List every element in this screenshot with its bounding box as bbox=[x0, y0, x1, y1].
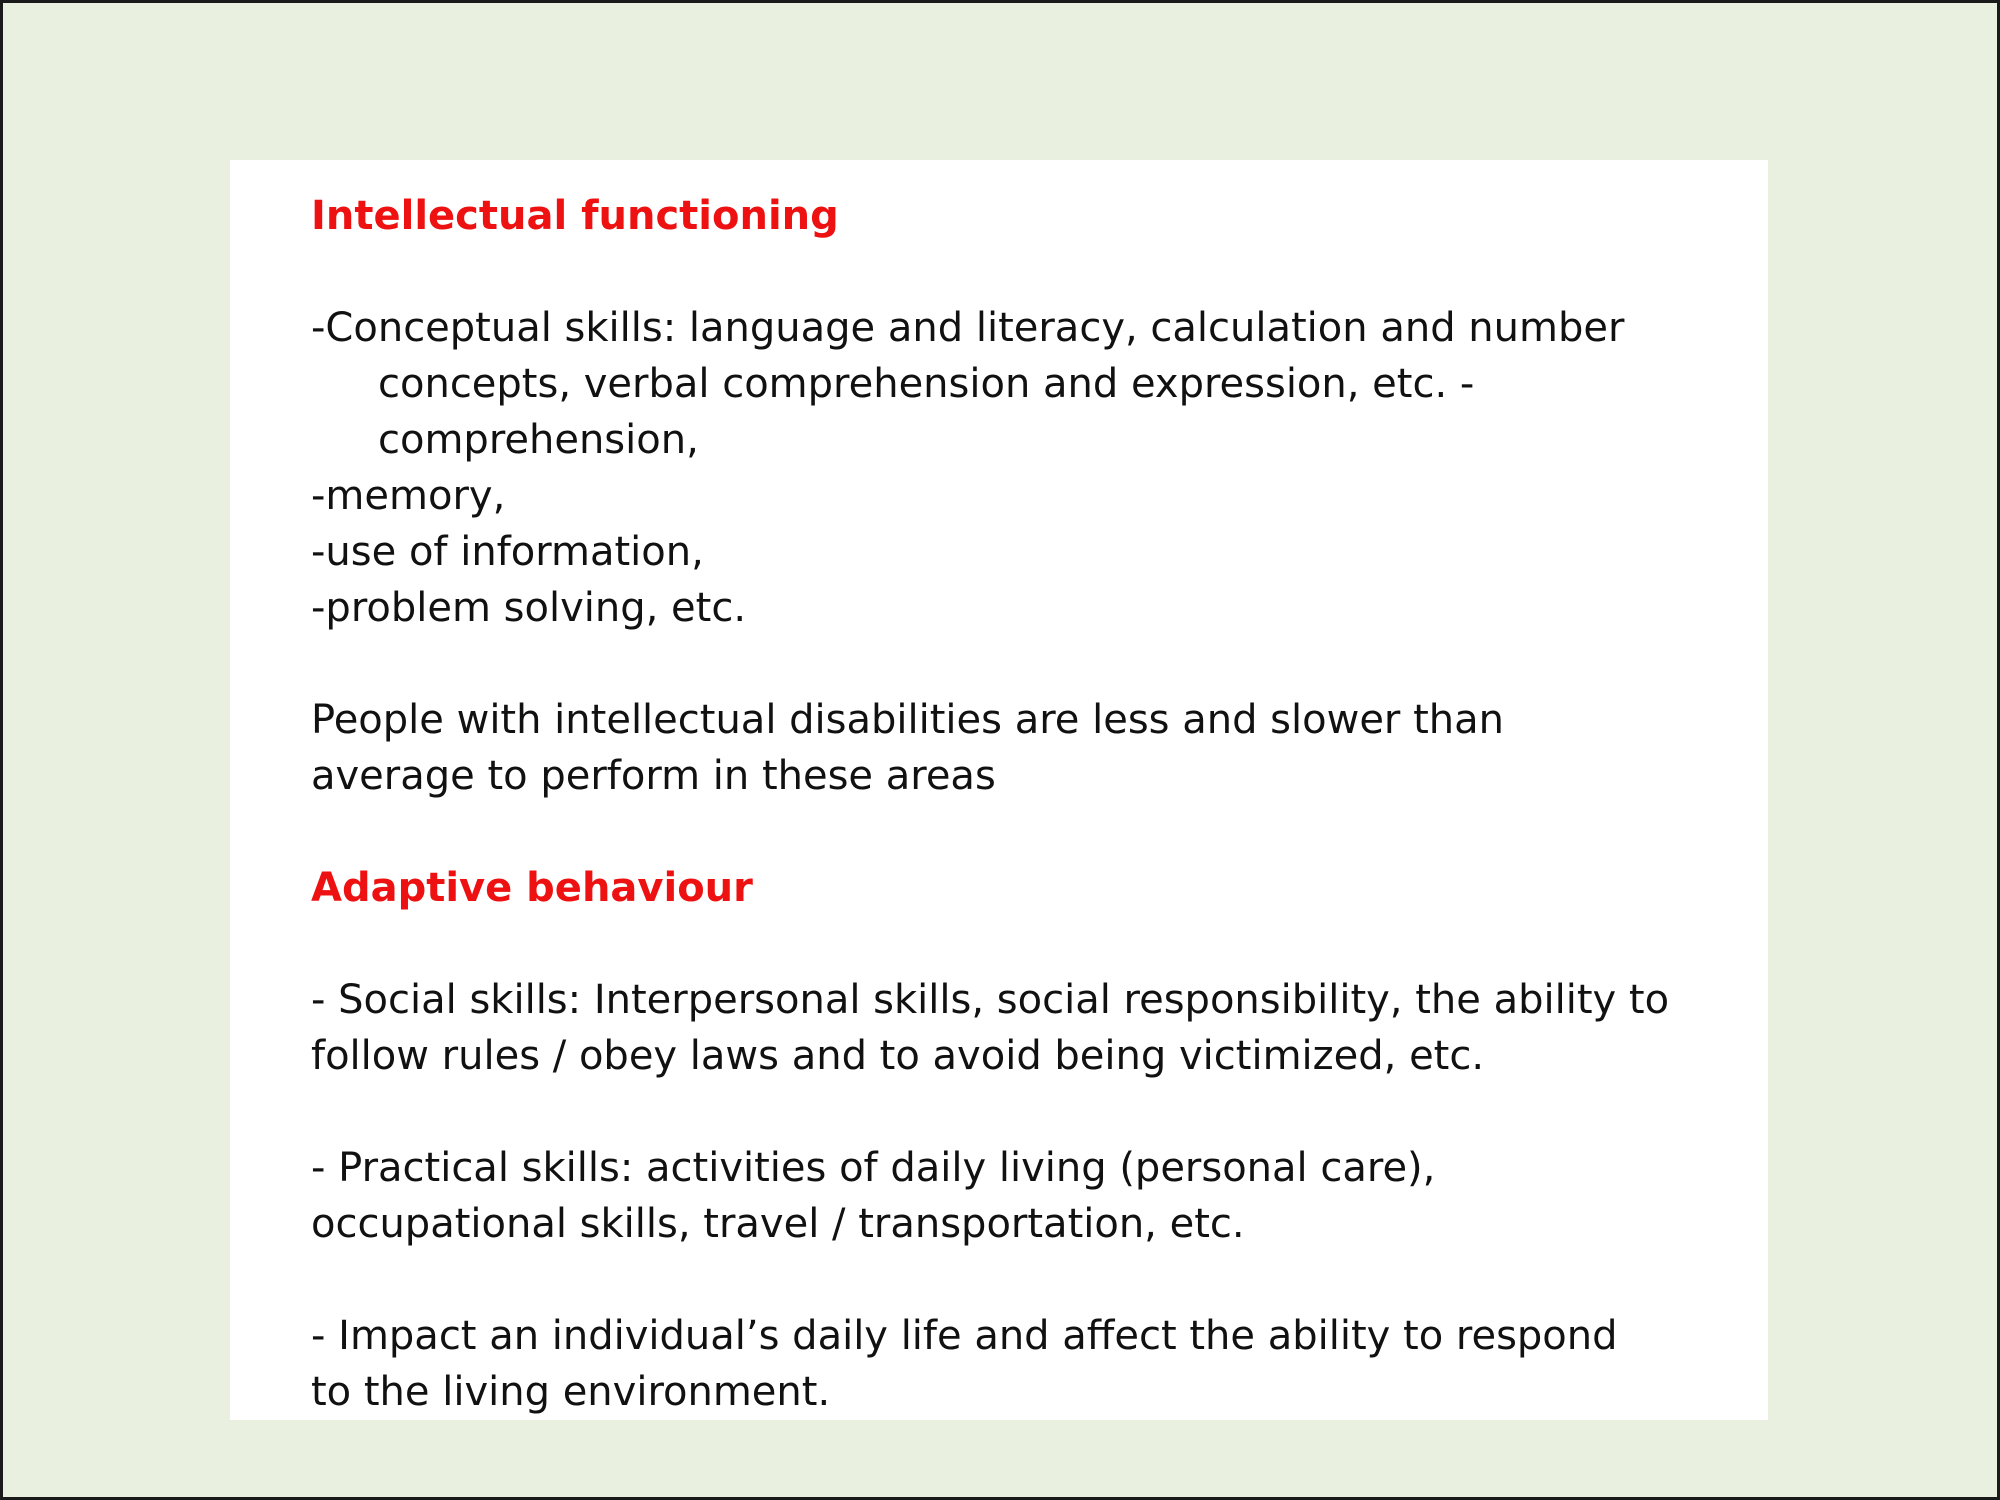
memory-item: -memory, bbox=[311, 473, 506, 519]
spacer bbox=[311, 636, 1768, 692]
impact-line-1: - Impact an individual’s daily life and … bbox=[311, 1313, 1618, 1359]
spacer bbox=[311, 1252, 1768, 1308]
content-panel: Intellectual functioning -Conceptual ski… bbox=[230, 160, 1768, 1420]
intellectual-functioning-heading: Intellectual functioning bbox=[311, 193, 839, 239]
conceptual-skills-line-2: concepts, verbal comprehension and expre… bbox=[378, 361, 1475, 407]
summary-line-1: People with intellectual disabilities ar… bbox=[311, 697, 1504, 743]
spacer bbox=[311, 804, 1768, 860]
social-skills-line-2: follow rules / obey laws and to avoid be… bbox=[311, 1033, 1485, 1079]
spacer bbox=[311, 244, 1768, 300]
impact-line-2: to the living environment. bbox=[311, 1369, 831, 1415]
spacer bbox=[311, 916, 1768, 972]
practical-skills-line-2: occupational skills, travel / transporta… bbox=[311, 1201, 1245, 1247]
spacer bbox=[311, 1084, 1768, 1140]
problem-solving-item: -problem solving, etc. bbox=[311, 585, 747, 631]
conceptual-skills-line-1: -Conceptual skills: language and literac… bbox=[311, 305, 1625, 351]
summary-line-2: average to perform in these areas bbox=[311, 753, 996, 799]
adaptive-behaviour-heading: Adaptive behaviour bbox=[311, 865, 753, 911]
practical-skills-line-1: - Practical skills: activities of daily … bbox=[311, 1145, 1436, 1191]
social-skills-line-1: - Social skills: Interpersonal skills, s… bbox=[311, 977, 1670, 1023]
conceptual-skills-line-3: comprehension, bbox=[378, 417, 699, 463]
use-of-information-item: -use of information, bbox=[311, 529, 704, 575]
